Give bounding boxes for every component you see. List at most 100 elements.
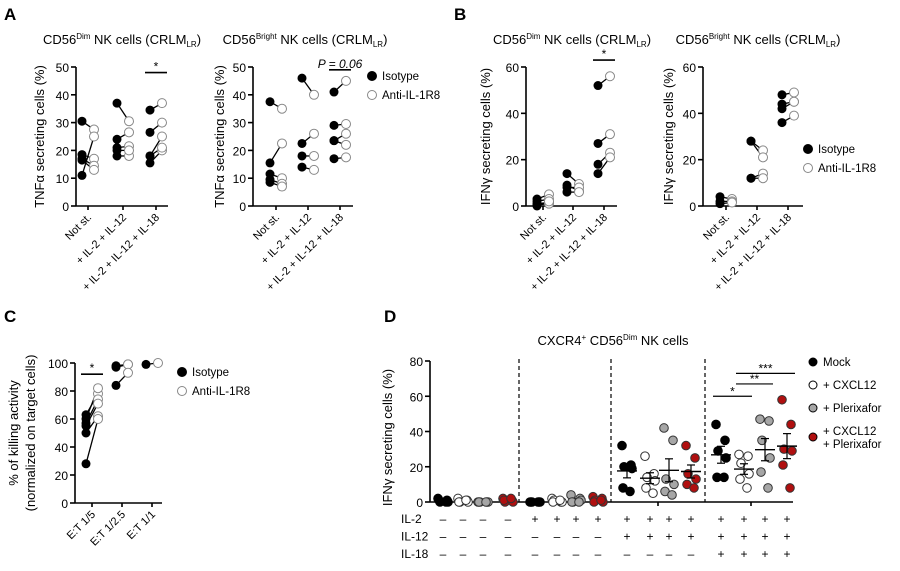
condition-sign: + bbox=[646, 530, 653, 544]
point-cxcl12 bbox=[640, 451, 650, 461]
title-text: ) bbox=[647, 32, 651, 47]
point-cxcl12-plerixafor bbox=[786, 419, 796, 430]
point-cxcl12-plerixafor bbox=[690, 453, 700, 463]
point-isotype bbox=[593, 81, 603, 91]
title-text: NK cells (CRLM bbox=[90, 32, 186, 47]
condition-sign: + bbox=[687, 512, 694, 526]
point-anti-il-1r8 bbox=[605, 129, 615, 140]
y-axis-label: TNFα secreting cells (%) bbox=[212, 65, 227, 208]
point-mock bbox=[720, 435, 730, 446]
y-tick-label: 40 bbox=[506, 107, 520, 121]
point-cxcl12 bbox=[742, 483, 752, 493]
point-plerixafor bbox=[668, 435, 678, 446]
significance-label: * bbox=[602, 47, 607, 61]
title-subscript: LR bbox=[826, 40, 836, 49]
point-isotype bbox=[77, 155, 87, 165]
point-anti-il-1r8 bbox=[157, 142, 167, 153]
condition-sign: – bbox=[532, 530, 539, 544]
legend-label: Mock bbox=[823, 357, 851, 369]
condition-sign: – bbox=[595, 547, 602, 561]
y-tick-label: 40 bbox=[56, 89, 70, 103]
point-cxcl12-plerixafor bbox=[785, 483, 795, 493]
point-mock bbox=[533, 497, 543, 507]
condition-sign: – bbox=[505, 512, 512, 526]
point-anti-il-1r8 bbox=[277, 181, 287, 192]
condition-sign: – bbox=[460, 547, 467, 561]
point-anti-il-1r8 bbox=[341, 152, 351, 163]
y-tick-label: 80 bbox=[410, 355, 424, 369]
legend-marker-circle-icon bbox=[808, 432, 818, 442]
point-isotype bbox=[265, 158, 275, 168]
pair-line bbox=[81, 136, 95, 176]
y-tick-label: 80 bbox=[55, 385, 69, 399]
legend-marker-filled-circle-icon bbox=[803, 144, 813, 154]
legend-label: Isotype bbox=[818, 144, 855, 156]
title-text: ) bbox=[836, 32, 840, 47]
legend-marker-filled-circle-icon bbox=[367, 71, 377, 81]
point-anti-il-1r8 bbox=[277, 103, 287, 114]
point-isotype bbox=[297, 73, 307, 83]
condition-sign: + bbox=[740, 547, 747, 561]
point-anti-il-1r8 bbox=[309, 128, 319, 139]
point-anti-il-1r8 bbox=[153, 358, 163, 368]
y-tick-label: 0 bbox=[416, 496, 423, 510]
point-isotype bbox=[746, 173, 756, 183]
significance-label: P = 0.06 bbox=[318, 57, 363, 71]
point-isotype bbox=[145, 105, 155, 115]
title-subscript: LR bbox=[373, 40, 383, 49]
y-tick-label: 0 bbox=[512, 200, 519, 214]
point-anti-il-1r8 bbox=[789, 110, 799, 121]
point-anti-il-1r8 bbox=[124, 116, 134, 127]
point-cxcl12 bbox=[461, 495, 471, 506]
condition-sign: + bbox=[646, 512, 653, 526]
point-cxcl12-plerixafor bbox=[777, 394, 787, 405]
condition-sign: + bbox=[783, 530, 790, 544]
condition-sign: – bbox=[440, 530, 447, 544]
point-anti-il-1r8 bbox=[341, 118, 351, 129]
title-superscript: Bright bbox=[256, 32, 278, 41]
point-isotype bbox=[297, 138, 307, 148]
point-anti-il-1r8 bbox=[277, 138, 287, 149]
y-tick-label: 20 bbox=[410, 461, 424, 475]
chart-C: C 0 20 40 60 80 100 % of killing activity (norma… bbox=[4, 307, 250, 549]
point-anti-il-1r8 bbox=[544, 196, 554, 207]
significance-label: *** bbox=[758, 361, 772, 375]
point-cxcl12-plerixafor bbox=[506, 493, 516, 504]
y-axis-label: TNFα secreting cells (%) bbox=[32, 65, 47, 208]
y-tick-label: 20 bbox=[56, 144, 70, 158]
point-isotype bbox=[329, 87, 339, 97]
point-cxcl12 bbox=[743, 451, 753, 461]
chart-title: CD56Bright NK cells (CRLMLR) bbox=[223, 32, 388, 49]
point-isotype bbox=[81, 421, 91, 431]
point-anti-il-1r8 bbox=[789, 96, 799, 107]
point-isotype bbox=[593, 138, 603, 148]
point-cxcl12 bbox=[734, 449, 744, 460]
title-superscript: Dim bbox=[623, 333, 638, 342]
panel-label: B bbox=[454, 5, 466, 24]
point-anti-il-1r8 bbox=[89, 164, 99, 175]
point-anti-il-1r8 bbox=[124, 145, 134, 156]
point-isotype bbox=[112, 134, 122, 144]
condition-sign: – bbox=[554, 547, 561, 561]
point-isotype bbox=[81, 459, 91, 469]
y-tick-label: 20 bbox=[683, 154, 697, 168]
condition-sign: + bbox=[761, 512, 768, 526]
title-text: CD56 bbox=[493, 32, 526, 47]
y-tick-label: 40 bbox=[233, 89, 247, 103]
chart-title: CD56Dim NK cells (CRLMLR) bbox=[493, 32, 651, 49]
point-isotype bbox=[77, 170, 87, 180]
y-tick-label: 40 bbox=[683, 107, 697, 121]
point-anti-il-1r8 bbox=[93, 398, 103, 409]
point-anti-il-1r8 bbox=[309, 150, 319, 161]
legend-marker-open-circle-icon bbox=[177, 386, 187, 396]
title-subscript: LR bbox=[636, 40, 646, 49]
point-isotype bbox=[111, 380, 121, 390]
point-cxcl12-plerixafor bbox=[691, 474, 701, 484]
title-text: NK cells (CRLM bbox=[277, 32, 373, 47]
condition-sign: + bbox=[623, 512, 630, 526]
condition-sign: – bbox=[624, 547, 631, 561]
chart-A1: A CD56Dim NK cells (CRLMLR) 0 10 20 30 40 50 TNF… bbox=[4, 5, 201, 293]
condition-sign: + bbox=[553, 512, 560, 526]
condition-sign: + bbox=[740, 512, 747, 526]
title-text: NK cells (CRLM bbox=[540, 32, 636, 47]
